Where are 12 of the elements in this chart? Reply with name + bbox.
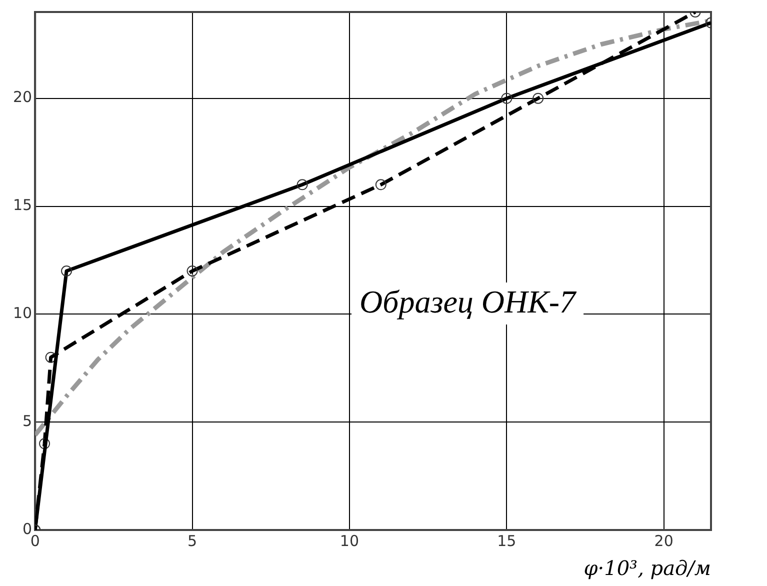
x-tick-label: 5 xyxy=(188,532,198,550)
y-tick-label: 0 xyxy=(22,520,32,538)
y-tick-label: 10 xyxy=(12,304,32,322)
x-tick-label: 15 xyxy=(497,532,516,550)
x-axis-title: φ·10³, рад/м xyxy=(584,556,711,580)
annotation: Образец ОНК-7 xyxy=(360,283,578,320)
y-tick-label: 5 xyxy=(22,412,32,430)
line-series xyxy=(35,18,711,438)
x-tick-label: 20 xyxy=(654,532,674,550)
x-tick-label: 10 xyxy=(340,532,360,550)
y-tick-label: 20 xyxy=(12,88,32,106)
y-tick-label: 15 xyxy=(12,196,32,214)
